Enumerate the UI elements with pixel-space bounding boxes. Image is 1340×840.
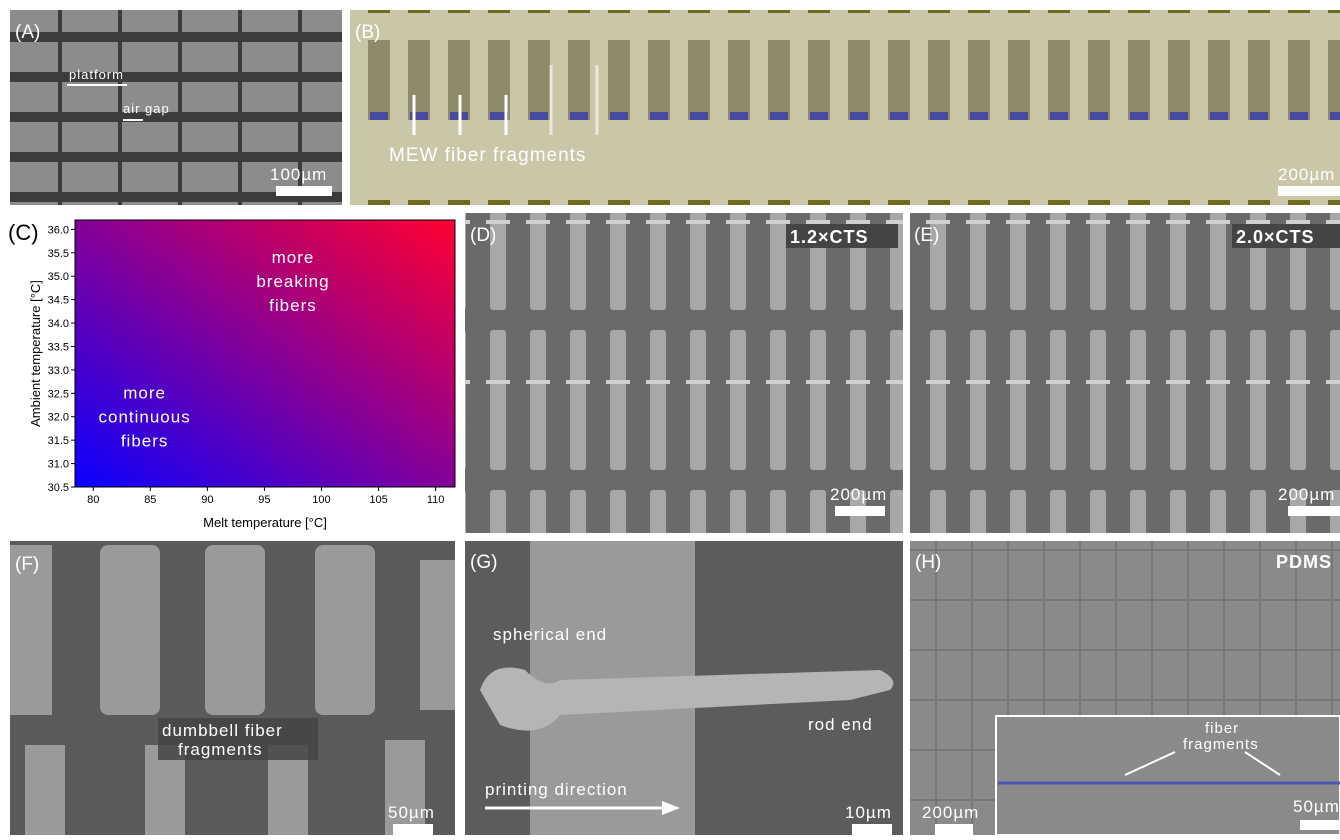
scale-bar [835, 506, 885, 516]
scale-bar [1300, 820, 1340, 830]
y-tick-label: 34.5 [48, 295, 69, 307]
annotation: more [123, 384, 166, 403]
y-tick-label: 31.0 [48, 459, 69, 471]
panel-label: (E) [914, 225, 939, 246]
annotation: air gap [123, 101, 170, 116]
scale-bar [1278, 186, 1340, 196]
y-tick-label: 30.5 [48, 482, 69, 494]
annotation: printing direction [485, 780, 628, 799]
tag: PDMS [1276, 552, 1332, 572]
x-tick-label: 90 [201, 494, 213, 506]
panel-b-image [350, 10, 1340, 205]
annotation: fibers [121, 432, 169, 451]
y-tick-label: 33.0 [48, 365, 69, 377]
annotation: fibers [269, 296, 317, 315]
annotation: spherical end [493, 625, 607, 644]
annotation: fragments [178, 740, 263, 759]
scale-label: 10µm [845, 803, 892, 822]
x-axis-label: Melt temperature [°C] [203, 515, 327, 530]
y-tick-label: 32.0 [48, 412, 69, 424]
chart: 80 85 90 95 100 105 110 30.5 31.0 31.5 32.0 32.5 33.… [28, 220, 455, 530]
scale-label: 50µm [388, 803, 435, 822]
x-tick-label: 110 [427, 494, 445, 506]
annotation: more [272, 248, 315, 267]
panel-label: (B) [355, 22, 380, 43]
annotation: rod end [808, 715, 873, 734]
scale-bar [276, 186, 332, 196]
tag: 2.0×CTS [1236, 227, 1315, 247]
scale-label: 50µm [1293, 797, 1340, 816]
y-tick-label: 31.5 [48, 435, 69, 447]
scale-bar [852, 824, 892, 835]
scale-bar [1288, 506, 1340, 516]
annotation: platform [69, 67, 124, 82]
annotation: continuous [98, 408, 190, 427]
scale-label: 200µm [1278, 485, 1335, 504]
x-tick-label: 95 [258, 494, 270, 506]
annotation: breaking [256, 272, 329, 291]
scale-bar [935, 824, 973, 835]
figure: (A) platform air gap 100µm (B) MEW fiber… [0, 0, 1340, 835]
y-tick-label: 36.0 [48, 224, 69, 236]
panel-label: (H) [915, 552, 941, 573]
annotation: dumbbell fiber [162, 721, 283, 740]
y-tick-label: 35.5 [48, 248, 69, 260]
panel-label: (G) [470, 552, 497, 573]
x-tick-label: 80 [87, 494, 99, 506]
y-tick-label: 35.0 [48, 271, 69, 283]
scale-label: 100µm [270, 165, 327, 184]
y-tick-label: 34.0 [48, 318, 69, 330]
scale-label: 200µm [830, 485, 887, 504]
y-axis-label: Ambient temperature [°C] [28, 280, 43, 427]
panel-label: (D) [470, 225, 496, 246]
scale-label: 200µm [1278, 165, 1335, 184]
panel-label: (C) [8, 220, 39, 245]
annotation: fiber [1205, 720, 1239, 737]
tag: 1.2×CTS [790, 227, 869, 247]
scale-bar [393, 824, 433, 835]
x-tick-label: 105 [369, 494, 387, 506]
y-tick-label: 32.5 [48, 388, 69, 400]
panel-label: (A) [15, 22, 40, 43]
annotation: fragments [1183, 736, 1259, 753]
x-tick-label: 100 [312, 494, 330, 506]
annotation: MEW fiber fragments [389, 145, 586, 166]
scale-label: 200µm [922, 803, 979, 822]
y-tick-label: 33.5 [48, 341, 69, 353]
x-tick-label: 85 [144, 494, 156, 506]
panel-e-image [910, 213, 1340, 533]
panel-label: (F) [15, 554, 39, 575]
inset [996, 716, 1340, 835]
